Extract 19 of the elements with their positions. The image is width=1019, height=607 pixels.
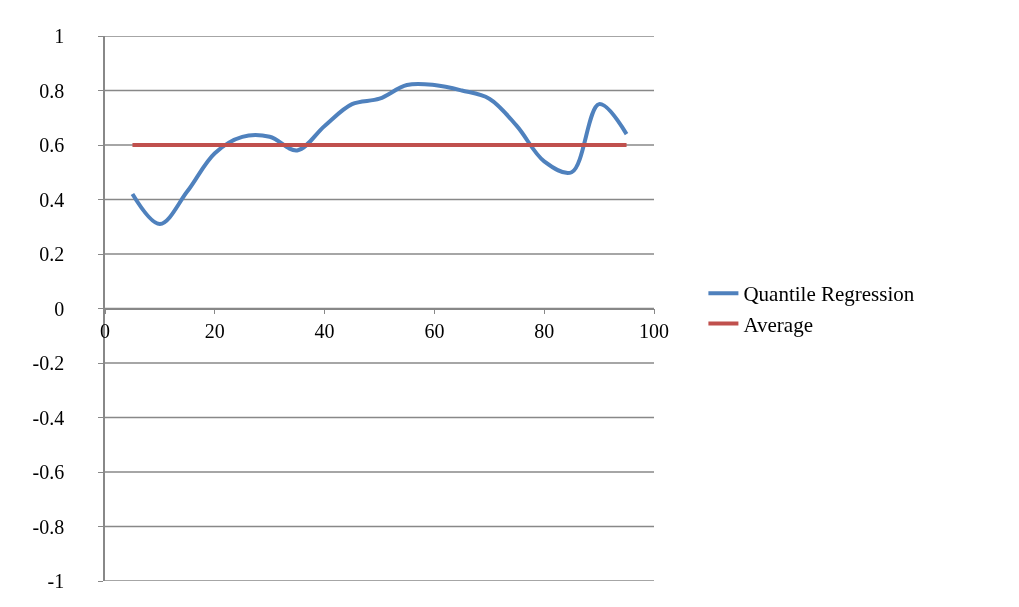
- legend-label: Quantile Regression: [743, 282, 915, 307]
- x-tick-label: 20: [204, 320, 225, 343]
- y-tick-label: 0.6: [39, 134, 65, 156]
- x-tick-label: 100: [639, 320, 669, 343]
- y-tick-label: 1: [54, 25, 65, 47]
- y-tick-label: -1: [47, 570, 65, 592]
- y-tick-label: -0.2: [32, 352, 65, 374]
- x-tick-label: 0: [100, 320, 110, 343]
- y-tick-label: 0.2: [39, 243, 65, 265]
- y-tick-label: 0.4: [39, 188, 65, 211]
- legend-label: Average: [743, 312, 813, 337]
- x-tick-label: 80: [534, 320, 555, 343]
- y-tick-label: 0: [54, 297, 65, 320]
- y-tick-label: -0.4: [32, 406, 65, 429]
- x-tick-label: 60: [424, 320, 445, 343]
- y-tick-label: -0.8: [32, 515, 65, 538]
- y-tick-label: -0.6: [32, 461, 65, 483]
- y-tick-label: 0.8: [39, 79, 65, 102]
- x-tick-label: 40: [314, 320, 335, 343]
